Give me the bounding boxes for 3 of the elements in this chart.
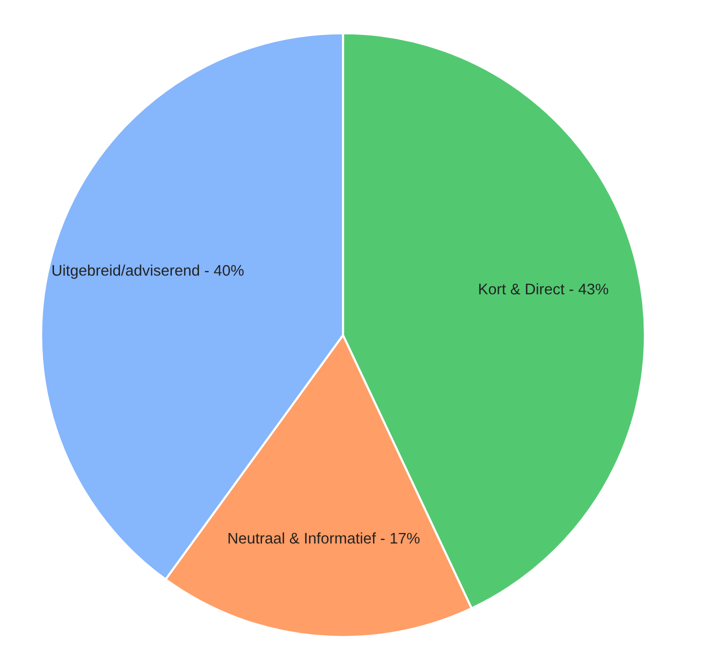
slice-label: Uitgebreid/adviserend - 40% bbox=[52, 264, 244, 279]
slice-label: Neutraal & Informatief - 17% bbox=[228, 532, 420, 544]
slice-label: Kort & Direct - 43% bbox=[479, 283, 608, 294]
